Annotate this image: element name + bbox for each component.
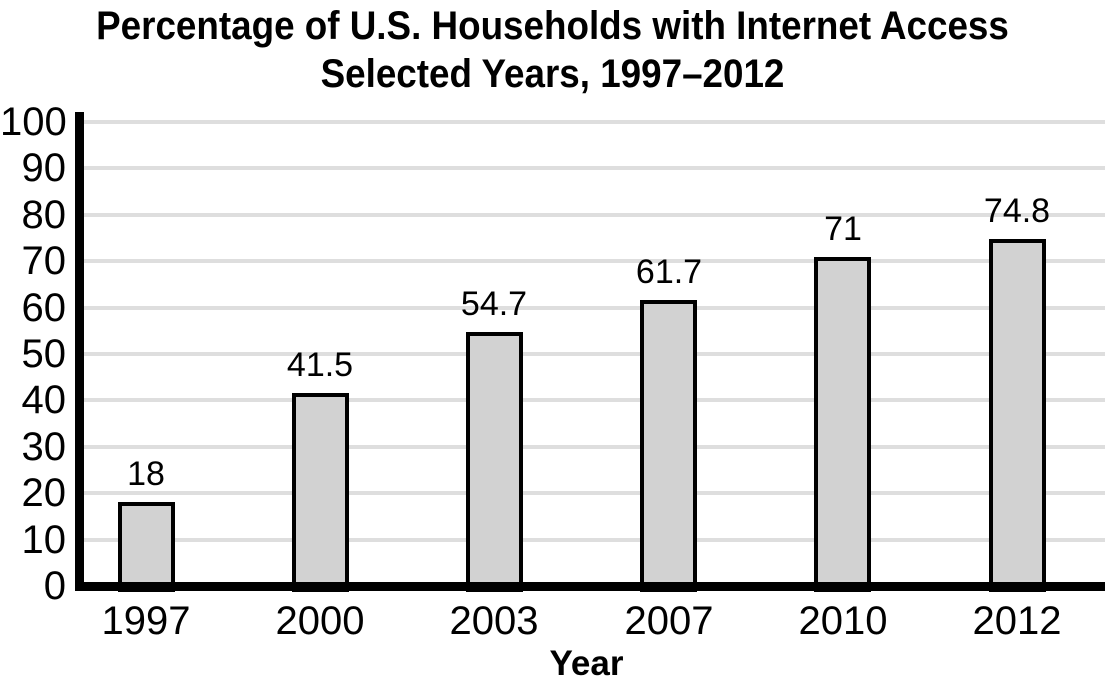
gridline [84,538,1105,542]
bar-value-label: 18 [127,455,165,493]
gridline [84,213,1105,217]
y-axis-tick-label: 30 [21,425,67,469]
y-axis-tick-label: 20 [21,471,67,515]
gridline [84,259,1105,263]
bar-value-label: 54.7 [460,285,528,323]
gridline [84,352,1105,356]
y-axis-spine [75,112,84,591]
bar [118,502,175,592]
y-axis-tick-label: 10 [21,518,67,562]
x-axis-tick-label: 2007 [624,599,714,643]
bar-value-label: 74.8 [983,192,1051,230]
x-axis-title: Year [549,644,624,683]
bar [814,257,871,592]
chart-title-line-1: Percentage of U.S. Households with Inter… [96,4,1009,48]
y-axis-tick-label: 100 [0,100,67,144]
y-axis-tick-label: 60 [21,286,67,330]
bar-value-label: 61.7 [635,253,703,291]
gridline [84,398,1105,402]
gridline [84,166,1105,170]
x-axis-tick-label: 2010 [798,599,888,643]
gridline [84,445,1105,449]
gridline [84,120,1105,124]
chart-title: Percentage of U.S. Households with Inter… [44,2,1061,98]
bar [466,332,523,592]
gridline [84,306,1105,310]
bar [640,300,697,592]
y-axis-tick-label: 80 [21,193,67,237]
gridline [84,491,1105,495]
x-axis-tick-label: 2000 [275,599,365,643]
x-axis-spine [75,582,1105,591]
x-axis-tick-label: 2003 [449,599,539,643]
bar-value-label: 41.5 [286,346,354,384]
x-axis-tick-label: 1997 [101,599,191,643]
bar [989,239,1046,592]
x-axis-tick-label: 2012 [972,599,1062,643]
y-axis-tick-label: 70 [21,239,67,283]
bar-value-label: 71 [824,210,862,248]
y-axis-tick-label: 50 [21,332,67,376]
y-axis-tick-label: 0 [43,564,66,608]
y-axis-tick-label: 90 [21,146,67,190]
y-axis-tick-label: 40 [21,378,67,422]
bar [292,393,349,592]
chart-title-line-2: Selected Years, 1997–2012 [320,52,785,96]
